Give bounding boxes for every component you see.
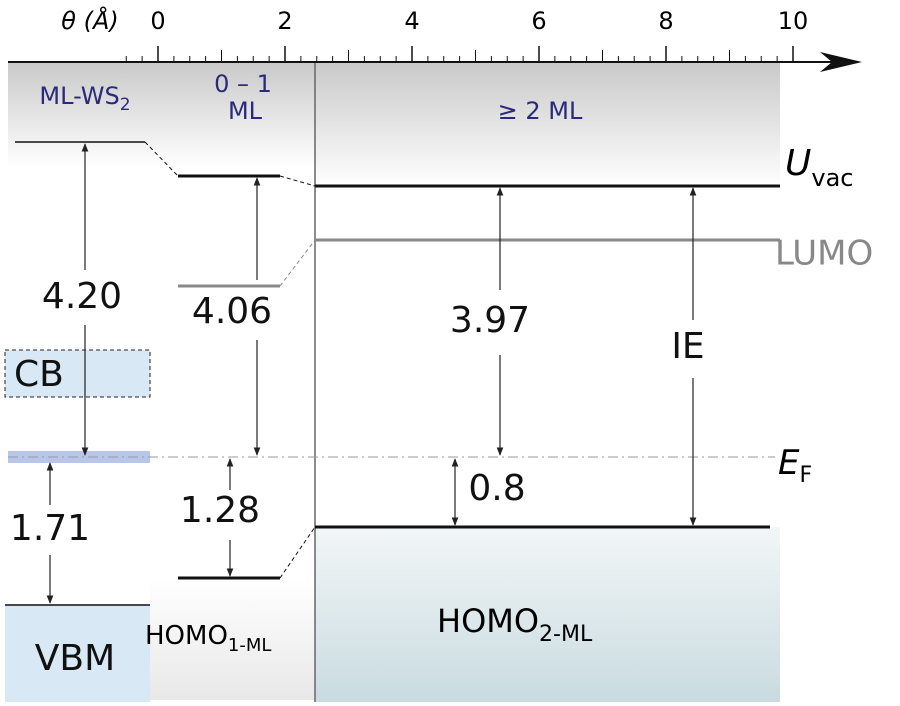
axis: 0 2 4 6 8 10	[8, 7, 862, 72]
ie-label: IE	[671, 326, 704, 367]
label-text: ML-WS	[39, 82, 119, 110]
region-label: ≥ 2 ML	[498, 97, 583, 125]
level-label: LUMO	[775, 234, 873, 274]
label-sub: 2	[120, 95, 131, 115]
label-text: HOMO	[145, 621, 228, 651]
label-sub: F	[799, 463, 812, 488]
label-sub: 1-ML	[228, 635, 272, 656]
gap-label: 1.71	[10, 508, 90, 549]
backgrounds	[4, 62, 780, 702]
tick-label: 10	[778, 7, 809, 35]
levels	[5, 141, 780, 606]
region-label: 0 – 1	[214, 70, 272, 98]
label-text: E	[778, 443, 800, 483]
gap-label: 3.97	[450, 300, 530, 341]
arrows	[46, 143, 697, 604]
tick-label: 8	[658, 7, 673, 35]
region-label: ML	[228, 97, 263, 125]
gap-label: 0.8	[468, 468, 525, 509]
label-text: U	[785, 143, 811, 184]
level-label: Uvac	[785, 143, 853, 192]
gap-label: 1.28	[180, 490, 260, 531]
label-sub: 2-ML	[539, 622, 593, 647]
level-label: VBM	[35, 638, 115, 679]
level-label: CB	[14, 354, 64, 395]
label-sub: vac	[811, 164, 853, 192]
level-label: HOMO1-ML	[145, 621, 271, 657]
tick-label: 4	[404, 7, 419, 35]
tick-label: 0	[150, 7, 165, 35]
tick-label: 6	[531, 7, 546, 35]
gap-label: 4.06	[192, 291, 272, 332]
axis-label: θ (Å)	[61, 6, 118, 35]
level-label: HOMO2-ML	[437, 602, 593, 647]
gap-label: 4.20	[42, 276, 122, 317]
level-label: EF	[778, 443, 812, 489]
tick-label: 2	[277, 7, 292, 35]
region-label: ML-WS2	[39, 82, 130, 115]
label-text: HOMO	[437, 602, 539, 640]
